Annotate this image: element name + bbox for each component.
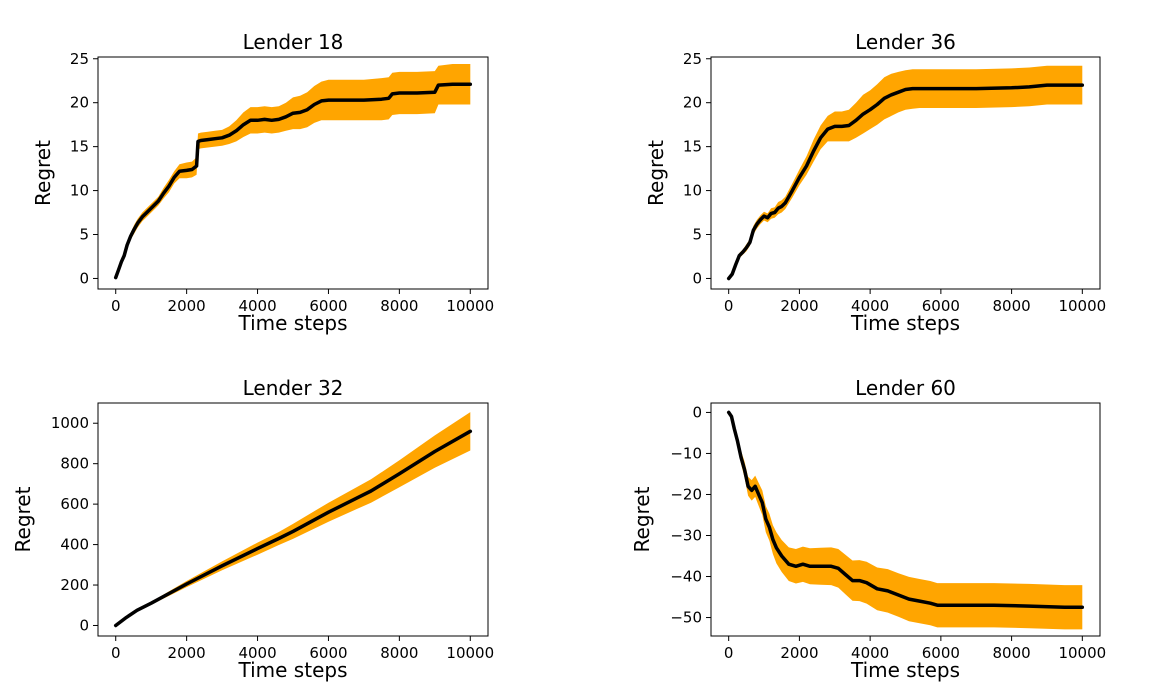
y-tick-label: 5	[692, 226, 702, 244]
y-tick-label: −10	[670, 444, 702, 462]
y-tick-label: −50	[670, 609, 702, 627]
y-axis-label: Regret	[644, 140, 668, 206]
x-tick-label: 6000	[922, 644, 960, 662]
x-tick-label: 10000	[446, 297, 494, 315]
y-tick-label: 25	[683, 50, 702, 68]
y-tick-label: −20	[670, 485, 702, 503]
y-tick-label: 400	[60, 536, 89, 554]
confidence-band	[115, 64, 471, 279]
y-axis-label: Regret	[11, 486, 35, 552]
y-tick-label: −30	[670, 526, 702, 544]
y-tick-label: 10	[683, 182, 702, 200]
subplot-2: 0 2000 4000 6000 8000 10000 0 5 10 15 20 25 Lender 3…	[644, 30, 1106, 335]
y-tick-label: 0	[79, 269, 89, 287]
x-axis-label: Time steps	[238, 311, 348, 335]
y-axis-label: Regret	[630, 486, 654, 552]
x-axis-label: Time steps	[238, 658, 348, 682]
x-tick-label: 8000	[380, 644, 418, 662]
x-tick-label: 6000	[309, 297, 347, 315]
chart-title: Lender 36	[855, 30, 956, 54]
x-tick-label: 2000	[780, 297, 818, 315]
confidence-band	[728, 65, 1083, 279]
y-tick-label: 20	[683, 94, 702, 112]
x-tick-label: 8000	[992, 644, 1030, 662]
x-tick-label: 4000	[851, 644, 889, 662]
y-tick-label: 1000	[51, 414, 89, 432]
axes-frame	[710, 402, 1101, 637]
y-tick-label: 10	[70, 182, 89, 200]
chart-title: Lender 18	[243, 30, 344, 54]
chart-title: Lender 60	[855, 376, 956, 400]
y-tick-label: 20	[70, 94, 89, 112]
x-tick-label: 0	[111, 297, 121, 315]
confidence-band	[115, 412, 471, 626]
chart-title: Lender 32	[243, 376, 344, 400]
mean-regret-line	[726, 83, 1085, 281]
x-tick-label: 0	[111, 644, 121, 662]
subplot-1: 0 2000 4000 6000 8000 10000 0 5 10 15 20 25 Lender 1…	[31, 30, 494, 335]
axes-frame	[710, 56, 1101, 290]
x-axis-label: Time steps	[850, 658, 960, 682]
mean-regret-line	[726, 410, 1085, 610]
x-tick-label: 8000	[992, 297, 1030, 315]
y-tick-label: 15	[683, 138, 702, 156]
mean-regret-line	[113, 429, 473, 628]
subplot-3: 0 2000 4000 6000 8000 10000 0 200 400 600 800 1000 L…	[11, 376, 494, 682]
y-tick-label: 5	[79, 226, 89, 244]
x-tick-label: 4000	[238, 297, 276, 315]
subplot-4: 0 2000 4000 6000 8000 10000 0 −10 −20 −30 −40 −50 Le…	[630, 376, 1106, 682]
x-tick-label: 6000	[309, 644, 347, 662]
axes-frame	[97, 56, 489, 290]
y-tick-label: 0	[692, 269, 702, 287]
x-tick-label: 10000	[1058, 644, 1106, 662]
y-tick-label: −40	[670, 568, 702, 586]
mean-regret-line	[113, 82, 473, 280]
x-tick-label: 10000	[1058, 297, 1106, 315]
x-axis-label: Time steps	[850, 311, 960, 335]
x-tick-label: 0	[724, 297, 734, 315]
x-tick-label: 8000	[380, 297, 418, 315]
y-tick-label: 15	[70, 138, 89, 156]
y-tick-label: 0	[692, 403, 702, 421]
x-tick-label: 2000	[168, 644, 206, 662]
y-axis-label: Regret	[31, 140, 55, 206]
x-tick-label: 4000	[238, 644, 276, 662]
y-tick-label: 600	[60, 495, 89, 513]
confidence-band	[728, 412, 1083, 630]
x-tick-label: 2000	[168, 297, 206, 315]
x-tick-label: 4000	[851, 297, 889, 315]
x-tick-label: 2000	[780, 644, 818, 662]
x-tick-label: 10000	[446, 644, 494, 662]
y-tick-label: 200	[60, 576, 89, 594]
axes-frame	[97, 402, 489, 637]
x-tick-label: 0	[724, 644, 734, 662]
y-tick-label: 0	[79, 616, 89, 634]
x-tick-label: 6000	[922, 297, 960, 315]
y-tick-label: 800	[60, 455, 89, 473]
y-tick-label: 25	[70, 50, 89, 68]
